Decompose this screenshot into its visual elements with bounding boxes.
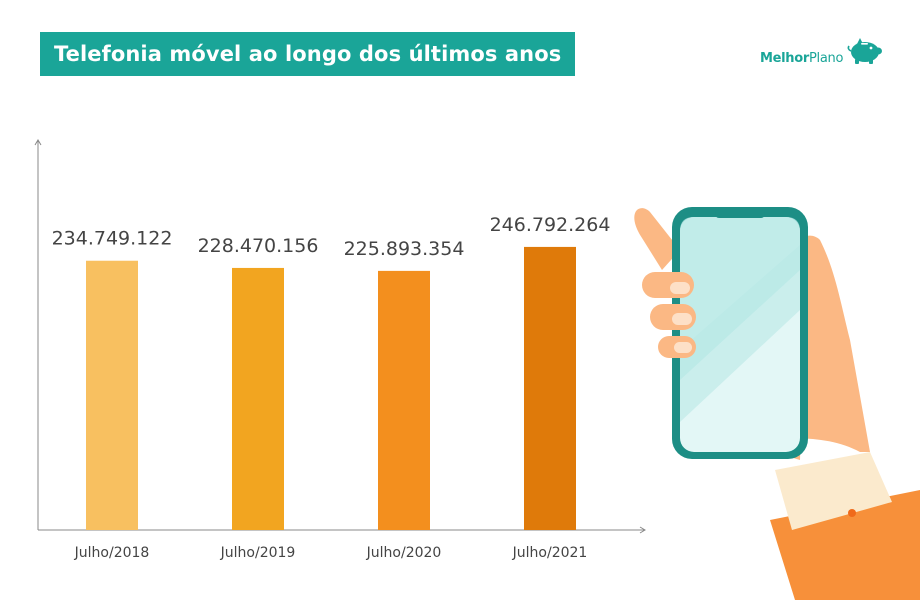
value-label-4: 246.792.264 [490, 214, 611, 236]
screen-reflection-top [680, 217, 800, 380]
hand-palm-shape [750, 235, 870, 460]
bar-3 [378, 270, 430, 530]
brand-name: MelhorPlano [760, 51, 843, 66]
x-tick-label-4: Julho/2021 [512, 545, 588, 561]
cuff-shape [775, 452, 892, 530]
hand-holding-phone-illustration [634, 207, 920, 600]
phone-notch [715, 210, 765, 218]
cuff-button-icon [848, 509, 856, 517]
brand-logo: MelhorPlano [760, 35, 885, 78]
bar-chart: 234.749.122 228.470.156 225.893.354 246.792… [34, 139, 646, 561]
chart-value-labels: 234.749.122 228.470.156 225.893.354 246.792… [52, 214, 611, 260]
x-tick-label-2: Julho/2019 [220, 545, 296, 561]
value-label-2: 228.470.156 [198, 235, 319, 257]
fingernail-1 [670, 282, 690, 294]
chart-bars [86, 246, 576, 531]
x-tick-label-3: Julho/2020 [366, 545, 442, 561]
y-axis-arrow-icon [34, 139, 42, 146]
bar-2 [232, 267, 284, 530]
chart-title: Telefonia móvel ao longo dos últimos ano… [40, 32, 576, 76]
bar-1 [86, 260, 138, 530]
value-label-1: 234.749.122 [52, 228, 173, 250]
brand-name-bold: Melhor [760, 50, 810, 66]
chart-tick-labels: Julho/2018 Julho/2019 Julho/2020 Julho/2021 [74, 545, 588, 561]
bar-4 [524, 246, 576, 531]
brand-name-regular: Plano [809, 50, 844, 66]
fingernail-2 [672, 313, 692, 325]
thumb-shape [634, 208, 680, 270]
fingernail-3 [674, 342, 692, 353]
value-label-3: 225.893.354 [344, 238, 465, 260]
x-axis-arrow-icon [639, 526, 646, 534]
x-tick-label-1: Julho/2018 [74, 545, 150, 561]
piggy-bank-icon [845, 35, 885, 70]
